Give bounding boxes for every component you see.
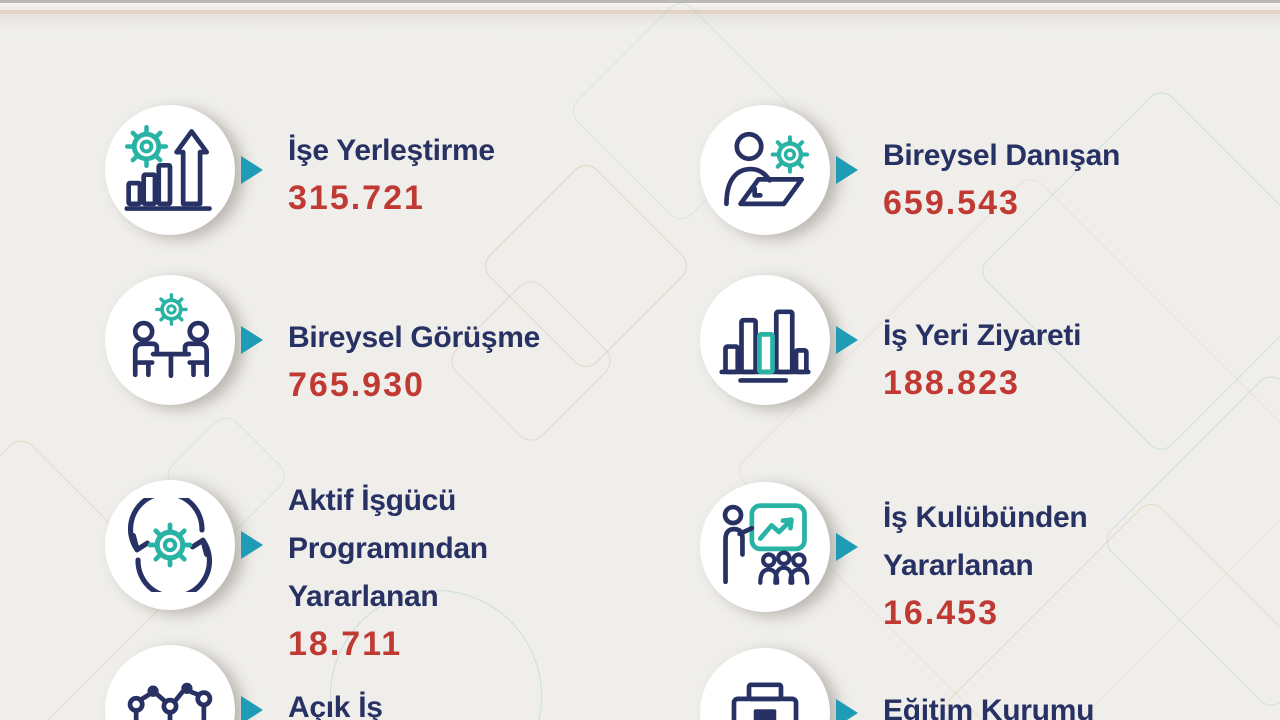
top-edge-accent: [0, 10, 1280, 14]
stat-label: İş Kulübünden Yararlanan: [883, 501, 1088, 582]
stat-label: İş Yeri Ziyareti: [883, 319, 1082, 352]
icon-plate: [700, 482, 830, 612]
icon-plate: [105, 275, 235, 405]
stat-aktif-isgucu-programi: Aktif İşgücü Programından Yararlanan 18.…: [105, 480, 488, 663]
stat-bireysel-danisan: Bireysel Danışan 659.543: [700, 105, 1120, 235]
arrow-pointer-icon: [241, 326, 263, 354]
stat-value: 16.453: [883, 594, 999, 632]
arrow-pointer-icon: [836, 533, 858, 561]
stat-label: Açık İş: [288, 691, 383, 720]
icon-plate: [700, 275, 830, 405]
stat-bireysel-gorusme: Bireysel Görüşme 765.930: [105, 275, 540, 405]
gear-growth-arrow-icon: [124, 123, 212, 211]
stat-value: 18.711: [288, 625, 403, 663]
deco-diamond: [732, 172, 1280, 720]
icon-plate: [105, 645, 235, 720]
top-edge-line: [0, 0, 1280, 3]
connected-dots-chart-icon: [127, 682, 213, 720]
icon-plate: [105, 105, 235, 235]
stat-is-yeri-ziyareti: İş Yeri Ziyareti 188.823: [700, 275, 1081, 405]
presenter-audience-icon: [722, 503, 810, 585]
top-edge-highlight: [0, 3, 1280, 10]
icon-plate: [700, 105, 830, 235]
stat-value: 659.543: [883, 184, 1020, 222]
stat-is-kulubu: İş Kulübünden Yararlanan 16.453: [700, 482, 1088, 632]
stat-egitim-kurumu: Eğitim Kurumu: [700, 648, 1094, 720]
building-bar-chart-icon: [719, 309, 811, 383]
ballot-box-icon: [731, 682, 799, 720]
icon-plate: [105, 480, 235, 610]
stat-label: Eğitim Kurumu: [883, 694, 1095, 720]
stat-ise-yerlestirme: İşe Yerleştirme 315.721: [105, 105, 495, 235]
arrow-pointer-icon: [241, 156, 263, 184]
top-edge-shade: [0, 14, 1280, 28]
stat-value: 765.930: [288, 366, 425, 404]
stat-label: Aktif İşgücü Programından Yararlanan: [288, 484, 488, 613]
stat-label: Bireysel Danışan: [883, 139, 1120, 172]
consultant-laptop-gear-icon: [724, 131, 812, 207]
cycle-gear-icon: [128, 498, 212, 592]
stat-value: 315.721: [288, 179, 425, 217]
arrow-pointer-icon: [241, 696, 263, 720]
arrow-pointer-icon: [836, 326, 858, 354]
arrow-pointer-icon: [241, 531, 263, 559]
icon-plate: [700, 648, 830, 720]
stat-acik-is: Açık İş: [105, 645, 383, 720]
arrow-pointer-icon: [836, 156, 858, 184]
stat-value: 188.823: [883, 364, 1020, 402]
meeting-table-gear-icon: [132, 293, 210, 379]
arrow-pointer-icon: [836, 699, 858, 720]
stat-label: İşe Yerleştirme: [288, 134, 495, 167]
stat-label: Bireysel Görüşme: [288, 321, 540, 354]
